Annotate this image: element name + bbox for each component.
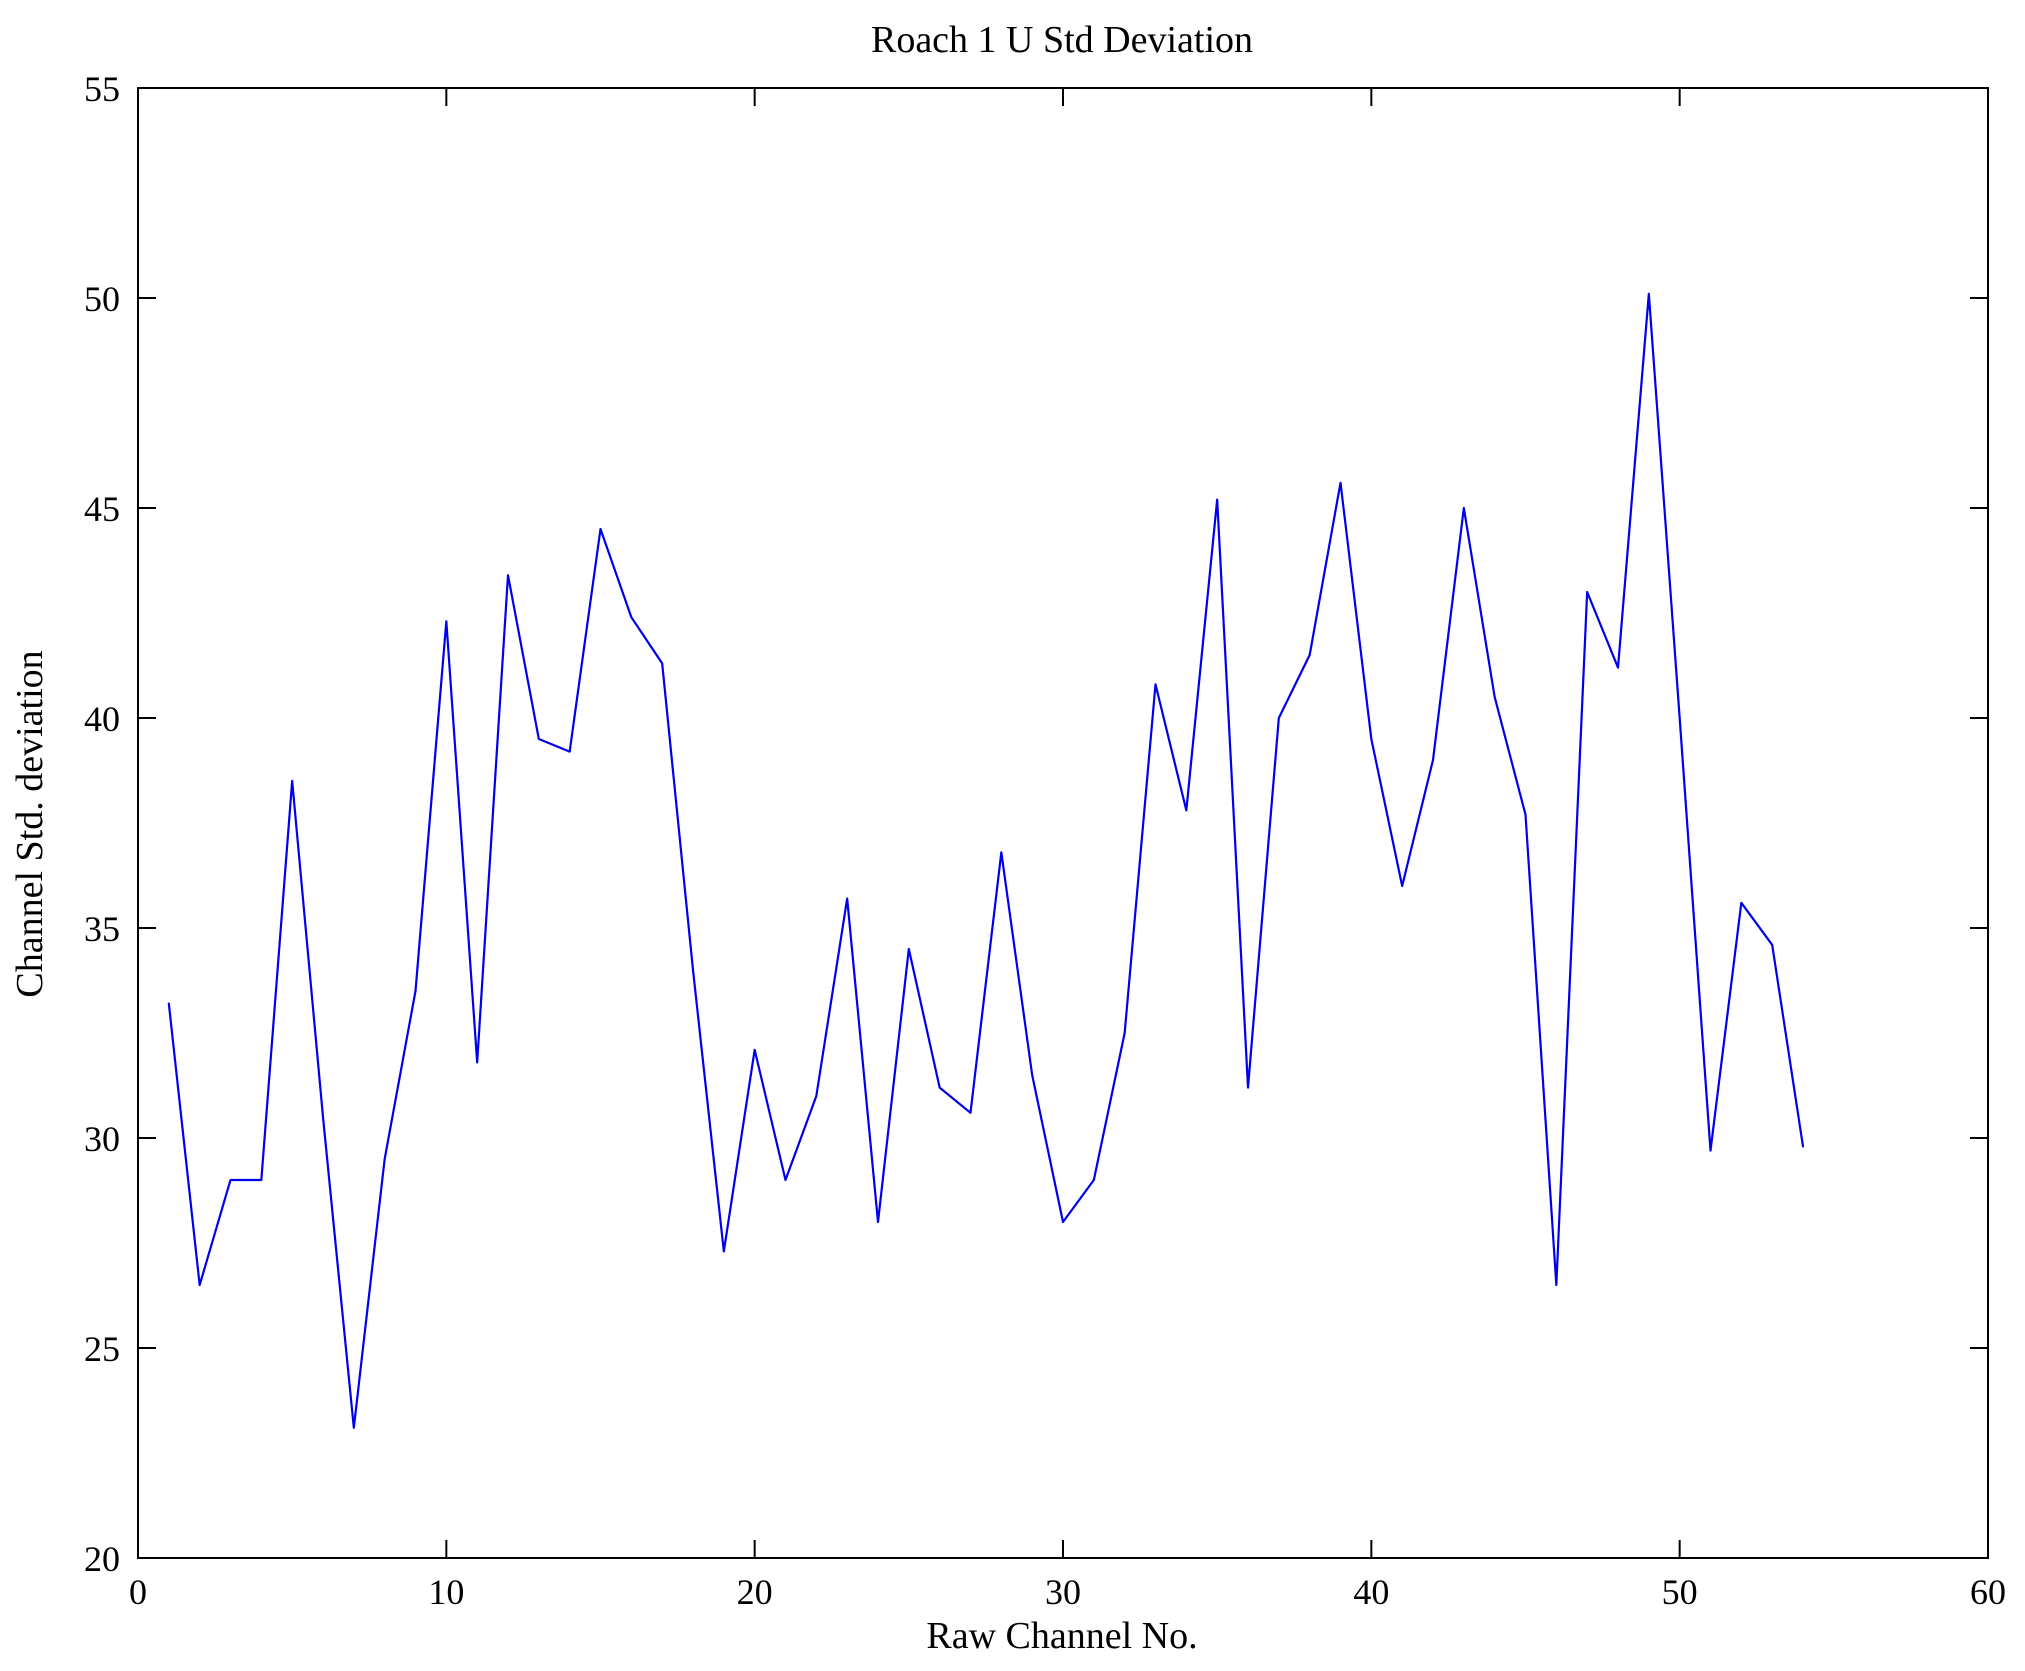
y-tick-label: 20 (84, 1539, 120, 1579)
y-tick-label: 50 (84, 279, 120, 319)
data-series (167, 292, 1805, 1429)
y-tick-label: 55 (84, 69, 120, 109)
x-tick-label: 40 (1353, 1572, 1389, 1612)
y-tick-label: 40 (84, 699, 120, 739)
x-tick-label: 60 (1970, 1572, 2006, 1612)
y-tick-label: 30 (84, 1119, 120, 1159)
series-line (167, 292, 1805, 1429)
plot-border (137, 87, 1989, 1559)
x-tick-label: 20 (737, 1572, 773, 1612)
y-tick-label: 25 (84, 1329, 120, 1369)
x-tick-label: 30 (1045, 1572, 1081, 1612)
y-tick-label: 45 (84, 489, 120, 529)
x-tick-label: 0 (129, 1572, 147, 1612)
x-tick-label: 50 (1662, 1572, 1698, 1612)
chart-title: Roach 1 U Std Deviation (871, 19, 1253, 61)
axes: 0 10 20 30 40 50 60 20 25 30 35 40 45 50 55 (84, 69, 2006, 1612)
x-tick-label: 10 (428, 1572, 464, 1612)
y-axis-label: Channel Std. deviation (9, 650, 51, 997)
x-axis-label: Raw Channel No. (926, 1615, 1197, 1657)
y-tick-label: 35 (84, 909, 120, 949)
